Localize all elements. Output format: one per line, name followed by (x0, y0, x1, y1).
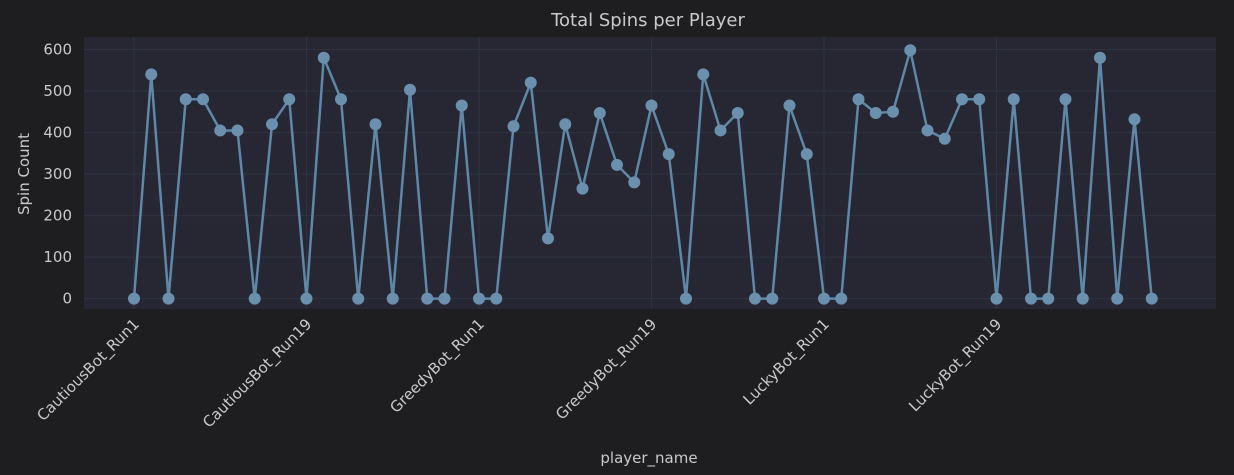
x-tick-layer: CautiousBot_Run1 CautiousBot_Run19 GreedyB… (33, 315, 1006, 432)
x-tick-label: LuckyBot_Run19 (905, 315, 1006, 416)
data-point (1094, 51, 1106, 64)
data-point (128, 292, 140, 305)
data-point (369, 118, 382, 131)
y-tick-layer: 0 100 200 300 400 500 600 (43, 40, 72, 307)
data-point (266, 118, 278, 131)
data-point (1059, 93, 1072, 106)
data-point (490, 292, 503, 305)
y-axis-label: Spin Count (15, 133, 33, 215)
data-point (869, 106, 882, 119)
data-point (697, 68, 710, 81)
data-point (248, 292, 261, 305)
data-point (921, 124, 934, 137)
data-point (197, 93, 209, 106)
point-layer (128, 44, 1158, 305)
y-tick-label: 600 (43, 40, 72, 58)
y-tick-label: 500 (43, 82, 72, 100)
data-point (1042, 292, 1055, 305)
data-point (455, 99, 468, 112)
data-point (300, 292, 313, 305)
data-point (1128, 113, 1141, 126)
data-point (645, 99, 658, 112)
data-point (1111, 292, 1124, 305)
data-point (611, 158, 623, 171)
data-point (956, 93, 968, 106)
data-point (800, 148, 813, 161)
data-point (576, 182, 589, 195)
x-tick-label: CautiousBot_Run1 (33, 315, 143, 425)
data-point (421, 292, 434, 305)
data-point (593, 106, 606, 119)
series-line (132, 49, 1153, 300)
data-point (783, 99, 796, 112)
data-point (1025, 292, 1037, 305)
data-point (386, 292, 399, 305)
data-point (317, 51, 330, 64)
x-tick-label: LuckyBot_Run1 (739, 315, 833, 409)
data-point (731, 106, 744, 119)
data-point (352, 292, 365, 305)
data-point (404, 83, 416, 96)
data-point (818, 292, 830, 305)
data-point (1007, 93, 1020, 106)
data-point (714, 124, 727, 137)
data-point (938, 132, 951, 145)
x-axis-label: player_name (600, 449, 697, 468)
grid-layer (84, 37, 1216, 309)
y-tick-label: 100 (43, 248, 72, 266)
y-tick-label: 0 (62, 290, 72, 308)
data-point (1076, 292, 1089, 305)
x-tick-label: CautiousBot_Run19 (199, 315, 316, 432)
data-point (473, 292, 485, 305)
data-point (335, 93, 347, 106)
data-point (904, 44, 917, 57)
data-point (852, 93, 865, 106)
x-tick-label: GreedyBot_Run1 (386, 315, 488, 417)
data-point (835, 292, 848, 305)
data-point (524, 76, 537, 89)
data-point (214, 124, 227, 137)
y-tick-label: 200 (43, 207, 72, 225)
data-point (542, 232, 554, 245)
x-tick-label: GreedyBot_Run19 (552, 315, 661, 424)
data-point (628, 176, 641, 189)
plot-area (84, 37, 1216, 309)
data-point (749, 292, 761, 305)
data-point (507, 120, 520, 133)
data-point (766, 292, 779, 305)
data-point (973, 93, 986, 106)
data-point (162, 292, 175, 305)
data-point (990, 292, 1003, 305)
chart-title: Total Spins per Player (550, 10, 745, 31)
y-tick-label: 400 (43, 124, 72, 142)
data-point (438, 292, 451, 305)
data-point (559, 118, 572, 131)
data-point (662, 148, 675, 161)
data-point (145, 68, 158, 81)
data-point (283, 93, 296, 106)
data-point (680, 292, 692, 305)
data-point (231, 124, 244, 137)
y-tick-label: 300 (43, 165, 72, 183)
data-point (1145, 292, 1158, 305)
data-point (887, 105, 899, 118)
data-point (179, 93, 192, 106)
